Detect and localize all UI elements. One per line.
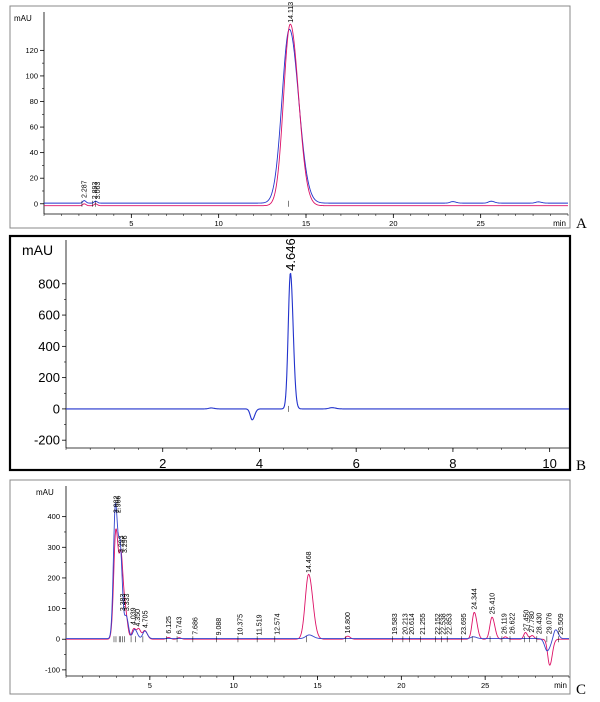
panel-letter-c: C: [576, 682, 586, 698]
peak-retention-label: 27.450: [524, 610, 531, 632]
peak-retention-label: 7.686: [192, 617, 199, 635]
y-tick-label: 100: [47, 604, 60, 613]
x-tick-label: 15: [313, 681, 321, 690]
y-tick-label: 200: [38, 370, 60, 385]
x-tick-label: 10: [214, 219, 222, 228]
peak-retention-label: 3.293: [119, 535, 126, 553]
y-tick-label: 100: [25, 71, 38, 80]
x-axis-unit-label: min: [553, 219, 566, 228]
peak-retention-label: 10.375: [237, 614, 244, 636]
y-tick-label: 0: [56, 635, 60, 644]
x-tick-label: 2: [159, 456, 166, 471]
y-axis-unit-label: mAU: [22, 242, 53, 258]
peak-retention-label: 4.646: [283, 238, 298, 271]
peak-retention-label: 28.430: [536, 613, 543, 635]
signal-trace-1: [44, 28, 568, 204]
x-tick-label: 5: [129, 219, 133, 228]
y-tick-label: 80: [30, 97, 38, 106]
peak-retention-label: 23.695: [461, 613, 468, 635]
panel-frame: [9, 5, 571, 229]
y-tick-label: 200: [47, 573, 60, 582]
y-tick-label: 20: [30, 174, 38, 183]
y-tick-label: 120: [25, 46, 38, 55]
peak-retention-label: 6.743: [177, 617, 184, 635]
y-tick-label: 400: [47, 512, 60, 521]
peak-retention-label: 22.538: [441, 613, 448, 635]
x-tick-label: 10: [229, 681, 237, 690]
y-tick-label: 0: [53, 401, 60, 416]
peak-retention-label: 24.344: [472, 588, 479, 610]
peak-retention-label: 11.519: [257, 614, 264, 635]
peak-retention-label: 22.152: [435, 613, 442, 635]
y-axis-unit-label: mAU: [36, 488, 54, 497]
chart-panel-b: -200 0 200 400 600 800 2 4 6 8 10 mAU 4.646: [8, 234, 572, 472]
peak-retention-label: 25.410: [490, 593, 497, 615]
peak-retention-label: 26.119: [501, 613, 508, 634]
y-tick-label: 0: [34, 199, 38, 208]
peak-retention-label: 2.966: [115, 495, 122, 513]
y-tick-label: 600: [38, 308, 60, 323]
peak-retention-label: 20.614: [409, 613, 416, 635]
x-tick-label: 6: [353, 456, 360, 471]
peak-retention-label: 27.780: [529, 611, 536, 633]
peak-retention-label: 3.296: [122, 535, 129, 553]
x-tick-label: 8: [449, 456, 456, 471]
x-tick-label: 15: [302, 219, 310, 228]
peak-retention-label: 14.113: [288, 2, 295, 23]
y-axis-unit-label: mAU: [14, 14, 32, 23]
peak-retention-label: 2.287: [81, 180, 88, 198]
y-tick-label: 800: [38, 276, 60, 291]
y-tick-label: 40: [30, 148, 38, 157]
peak-retention-label: 4.350: [135, 609, 142, 627]
x-tick-label: 10: [542, 456, 556, 471]
peak-retention-label: 3.333: [124, 594, 131, 612]
x-tick-label: 4: [256, 456, 263, 471]
x-tick-label: 20: [397, 681, 405, 690]
y-tick-label: 300: [47, 543, 60, 552]
x-tick-label: 20: [389, 219, 397, 228]
y-tick-label: 60: [30, 123, 38, 132]
signal-trace-1: [66, 272, 569, 421]
peak-retention-label: 20.213: [402, 613, 409, 635]
y-tick-label: -200: [34, 433, 60, 448]
peak-retention-label: 2.893: [92, 182, 99, 200]
panel-frame: [9, 479, 571, 695]
peak-retention-label: 21.255: [420, 613, 427, 635]
peak-retention-label: 12.574: [274, 613, 281, 635]
x-tick-label: 5: [148, 681, 152, 690]
peak-retention-label: 29.076: [546, 613, 553, 635]
peak-retention-label: 16.800: [345, 612, 352, 634]
x-tick-label: 25: [476, 219, 484, 228]
peak-retention-label: 14.468: [306, 551, 313, 573]
signal-trace-2: [44, 23, 568, 207]
peak-retention-label: 4.705: [142, 610, 149, 628]
peak-retention-label: 3.383: [120, 594, 127, 612]
panel-frame: [8, 234, 572, 472]
peak-retention-label: 9.088: [216, 618, 223, 636]
peak-retention-label: 22.853: [447, 613, 454, 635]
x-axis-unit-label: min: [554, 681, 567, 690]
panel-letter-b: B: [576, 458, 586, 474]
signal-trace-2: [66, 502, 569, 652]
peak-retention-label: 26.622: [509, 613, 516, 635]
x-tick-label: 25: [481, 681, 489, 690]
chart-panel-c: -100 0 100 200 300 400 5 10 15 20 25 mAU min 2.9822.9…: [9, 479, 571, 695]
peak-retention-label: 29.509: [558, 613, 565, 635]
peak-retention-label: 6.125: [166, 616, 173, 634]
peak-retention-label: 3.063: [95, 182, 102, 200]
y-tick-label: -100: [45, 665, 60, 674]
y-tick-label: 400: [38, 339, 60, 354]
peak-retention-label: 2.982: [114, 495, 121, 513]
panel-letter-a: A: [576, 216, 587, 232]
chart-panel-a: 0 20 40 60 80 100 120 5 10 15 20 25 mAU min 2.287 2.893…: [9, 2, 571, 229]
peak-retention-label: 19.583: [392, 613, 399, 635]
peak-retention-label: 4.039: [131, 607, 138, 625]
